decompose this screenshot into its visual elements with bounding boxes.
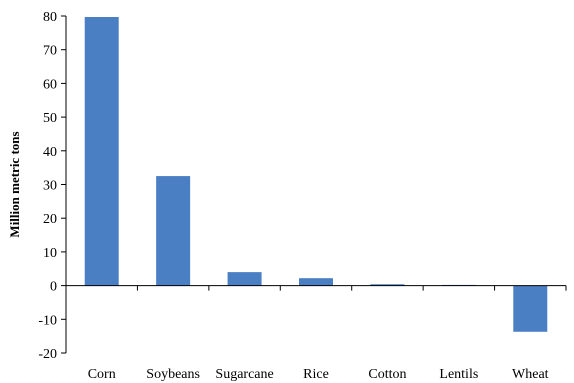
y-tick-label: -10 xyxy=(38,313,57,328)
bar-rice xyxy=(299,278,333,286)
y-tick-label: -20 xyxy=(38,347,57,362)
bar-corn xyxy=(84,17,119,286)
y-tick-label: 80 xyxy=(43,10,57,25)
y-tick-label: 0 xyxy=(50,280,57,295)
y-tick-label: 60 xyxy=(43,77,57,92)
x-tick-label: Rice xyxy=(303,367,329,382)
x-tick-label: Corn xyxy=(88,367,116,382)
bars xyxy=(84,17,548,332)
y-axis: -20 -10 0 10 20 30 40 50 60 70 80 xyxy=(38,10,67,362)
bar-soybeans xyxy=(156,176,191,286)
y-tick-label: 50 xyxy=(43,111,57,126)
x-axis: Corn Soybeans Sugarcane Rice Cotton Lentils Wh… xyxy=(65,285,567,382)
bar-cotton xyxy=(370,284,405,286)
y-tick-label: 70 xyxy=(43,44,57,59)
bar-wheat xyxy=(513,285,548,332)
x-tick-label: Wheat xyxy=(512,367,549,382)
x-tick-label: Lentils xyxy=(439,367,478,382)
y-tick-label: 20 xyxy=(43,212,57,227)
x-tick-label: Sugarcane xyxy=(215,367,273,382)
bar-sugarcane xyxy=(227,272,262,286)
y-tick-label: 40 xyxy=(43,145,57,160)
y-tick-label: 30 xyxy=(43,179,57,194)
y-tick-label: 10 xyxy=(43,246,57,261)
x-tick-label: Soybeans xyxy=(146,367,200,382)
y-axis-label: Million metric tons xyxy=(7,131,22,237)
x-tick-label: Cotton xyxy=(368,367,406,382)
